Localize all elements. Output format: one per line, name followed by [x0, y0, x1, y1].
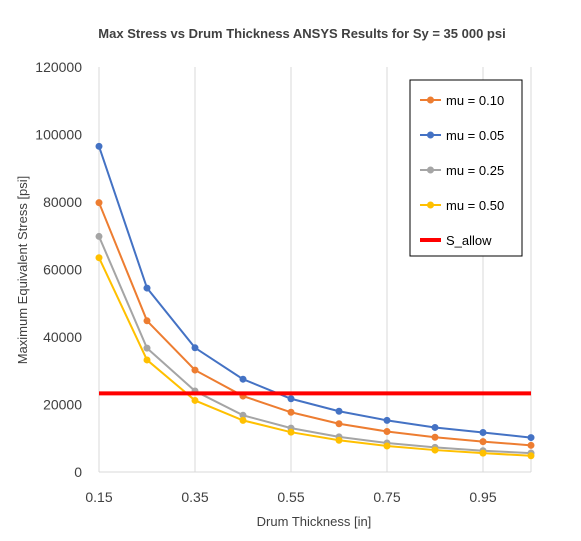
data-point: [143, 344, 151, 352]
y-tick-label: 20000: [43, 397, 82, 413]
y-tick-label: 80000: [43, 194, 82, 210]
y-tick-label: 0: [74, 464, 82, 480]
series-1: [95, 142, 535, 442]
data-point: [431, 423, 439, 431]
data-point: [191, 396, 199, 404]
y-tick-label: 100000: [35, 127, 82, 143]
data-point: [527, 452, 535, 460]
data-point: [191, 366, 199, 374]
data-point: [479, 429, 487, 437]
plot-area: [95, 142, 535, 460]
legend-item: mu = 0.50: [420, 198, 504, 213]
series-0: [95, 199, 535, 449]
legend-item: mu = 0.05: [420, 128, 504, 143]
data-point: [287, 428, 295, 436]
y-tick-label: 40000: [43, 329, 82, 345]
legend: mu = 0.10 mu = 0.05 mu = 0.25 mu = 0.50 S_al…: [409, 79, 523, 257]
y-tick-label: 60000: [43, 262, 82, 278]
series-line: [98, 145, 532, 439]
data-point: [431, 446, 439, 454]
data-point: [479, 438, 487, 446]
data-point: [143, 356, 151, 364]
data-point: [239, 416, 247, 424]
x-tick-label: 0.75: [373, 489, 400, 505]
y-tick-label: 120000: [35, 59, 82, 75]
x-tick-label: 0.55: [277, 489, 304, 505]
legend-label: mu = 0.50: [446, 198, 504, 213]
y-axis-label: Maximum Equivalent Stress [psi]: [15, 176, 30, 365]
series-line: [98, 257, 532, 457]
data-point: [335, 407, 343, 415]
legend-marker: [427, 201, 434, 209]
legend-label: mu = 0.05: [446, 128, 504, 143]
legend-item: mu = 0.25: [420, 163, 504, 178]
data-point: [335, 436, 343, 444]
data-point: [383, 416, 391, 424]
legend-marker: [427, 131, 434, 139]
data-point: [143, 317, 151, 325]
data-point: [95, 232, 103, 240]
legend-label: mu = 0.10: [446, 93, 504, 108]
data-point: [143, 284, 151, 292]
legend-label: S_allow: [446, 233, 492, 248]
data-point: [479, 449, 487, 457]
data-point: [383, 442, 391, 450]
data-point: [95, 254, 103, 262]
x-tick-label: 0.15: [85, 489, 112, 505]
data-point: [95, 199, 103, 207]
legend-marker: [427, 166, 434, 174]
legend-item: mu = 0.10: [420, 93, 504, 108]
data-point: [431, 433, 439, 441]
series-2: [95, 232, 535, 457]
data-point: [287, 395, 295, 403]
series-line: [98, 202, 532, 447]
legend-label: mu = 0.25: [446, 163, 504, 178]
x-tick-label: 0.35: [181, 489, 208, 505]
chart-title: Max Stress vs Drum Thickness ANSYS Resul…: [98, 26, 505, 41]
data-point: [527, 434, 535, 442]
data-point: [239, 411, 247, 419]
data-point: [383, 428, 391, 435]
series-line: [98, 236, 532, 455]
series-3: [95, 254, 535, 460]
data-point: [95, 142, 103, 150]
data-point: [527, 441, 535, 449]
data-point: [335, 420, 343, 428]
data-point: [287, 408, 295, 416]
legend-marker: [427, 96, 434, 104]
legend-item: S_allow: [420, 233, 492, 248]
data-point: [191, 344, 199, 352]
x-tick-label: 0.95: [469, 489, 496, 505]
x-axis-label: Drum Thickness [in]: [257, 514, 372, 529]
data-point: [239, 375, 247, 383]
axes: 0.15 0.35 0.55 0.75 0.95 0 20000 40000 60000 8000…: [35, 59, 531, 505]
